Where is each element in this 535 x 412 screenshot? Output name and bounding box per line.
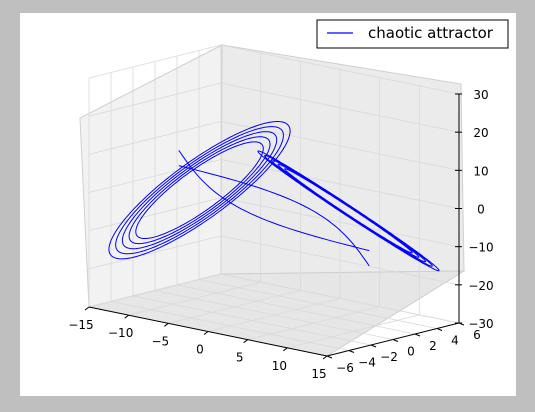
grid-line — [220, 235, 460, 286]
y-tick-mark — [392, 339, 399, 342]
grid-line — [176, 284, 416, 335]
grid-line — [220, 197, 460, 248]
grid-line — [220, 44, 460, 95]
grid-line — [88, 82, 222, 117]
attractor-orbit — [135, 141, 264, 239]
x-tick-mark — [124, 314, 129, 319]
x-tick-mark — [283, 347, 288, 352]
x-tick-mark — [84, 306, 90, 311]
z-tick-label: −10 — [468, 241, 493, 255]
z-tick-label: 0 — [477, 203, 485, 217]
grid-line — [88, 159, 222, 193]
right-pane — [220, 44, 465, 275]
grid-line — [88, 235, 222, 270]
x-tick-label: −10 — [108, 326, 133, 340]
y-tick-mark — [370, 344, 377, 348]
grid-line — [220, 159, 460, 209]
grid-line — [88, 120, 222, 155]
attractor-orbit — [284, 168, 413, 254]
grid-line — [88, 44, 222, 79]
grid-line — [198, 279, 438, 329]
attractor-crossing-strand — [178, 150, 370, 252]
y-tick-mark — [326, 355, 333, 359]
grid-line — [154, 290, 394, 340]
grid-line — [220, 273, 460, 324]
y-tick-label: −2 — [380, 350, 398, 364]
y-tick-label: −4 — [358, 356, 376, 370]
grid-line — [88, 273, 222, 308]
grid-line — [110, 301, 350, 351]
x-tick-label: 5 — [236, 351, 244, 365]
y-tick-mark — [414, 333, 421, 337]
grid-line — [220, 120, 460, 171]
x-tick-label: 10 — [272, 359, 287, 373]
attractor-orbit — [128, 136, 271, 245]
grid-line — [88, 197, 222, 232]
y-tick-label: 6 — [473, 328, 481, 342]
attractor-crossing-strand — [178, 165, 370, 267]
z-tick-label: −30 — [468, 317, 493, 331]
y-tick-mark — [348, 350, 355, 353]
grid-line — [132, 295, 372, 346]
legend: chaotic attractor — [316, 19, 509, 49]
x-tick-label: 0 — [196, 343, 204, 357]
z-tick-label: 10 — [473, 164, 488, 178]
attractor-orbit — [108, 121, 291, 260]
y-tick-label: −6 — [336, 361, 354, 375]
x-tick-mark — [164, 322, 169, 327]
z-axis-ticks: −30 −20 −10 0 10 20 30 — [455, 88, 494, 331]
attractor-orbit — [121, 131, 278, 250]
legend-label: chaotic attractor — [368, 24, 494, 42]
x-tick-label: −5 — [151, 334, 169, 348]
grid-line — [220, 82, 460, 133]
y-axis-ticks: −6 −4 −2 0 2 4 6 — [326, 322, 481, 375]
x-axis-ticks: −15 −10 −5 0 5 10 15 — [68, 306, 328, 381]
z-tick-label: 30 — [473, 88, 488, 102]
y-tick-label: 2 — [429, 339, 437, 353]
y-tick-label: 4 — [451, 334, 459, 348]
legend-box — [316, 19, 509, 49]
x-tick-label: −15 — [68, 318, 93, 332]
x-tick-mark — [322, 355, 328, 360]
y-tick-mark — [436, 328, 443, 331]
attractor-orbit — [115, 126, 284, 255]
x-tick-mark — [243, 339, 248, 344]
y-tick-label: 0 — [407, 345, 415, 359]
z-tick-label: 20 — [473, 126, 488, 140]
x-tick-label: 15 — [311, 367, 326, 381]
z-tick-label: −20 — [468, 279, 493, 293]
series-chaotic-attractor — [108, 121, 440, 272]
x-tick-mark — [203, 331, 209, 335]
